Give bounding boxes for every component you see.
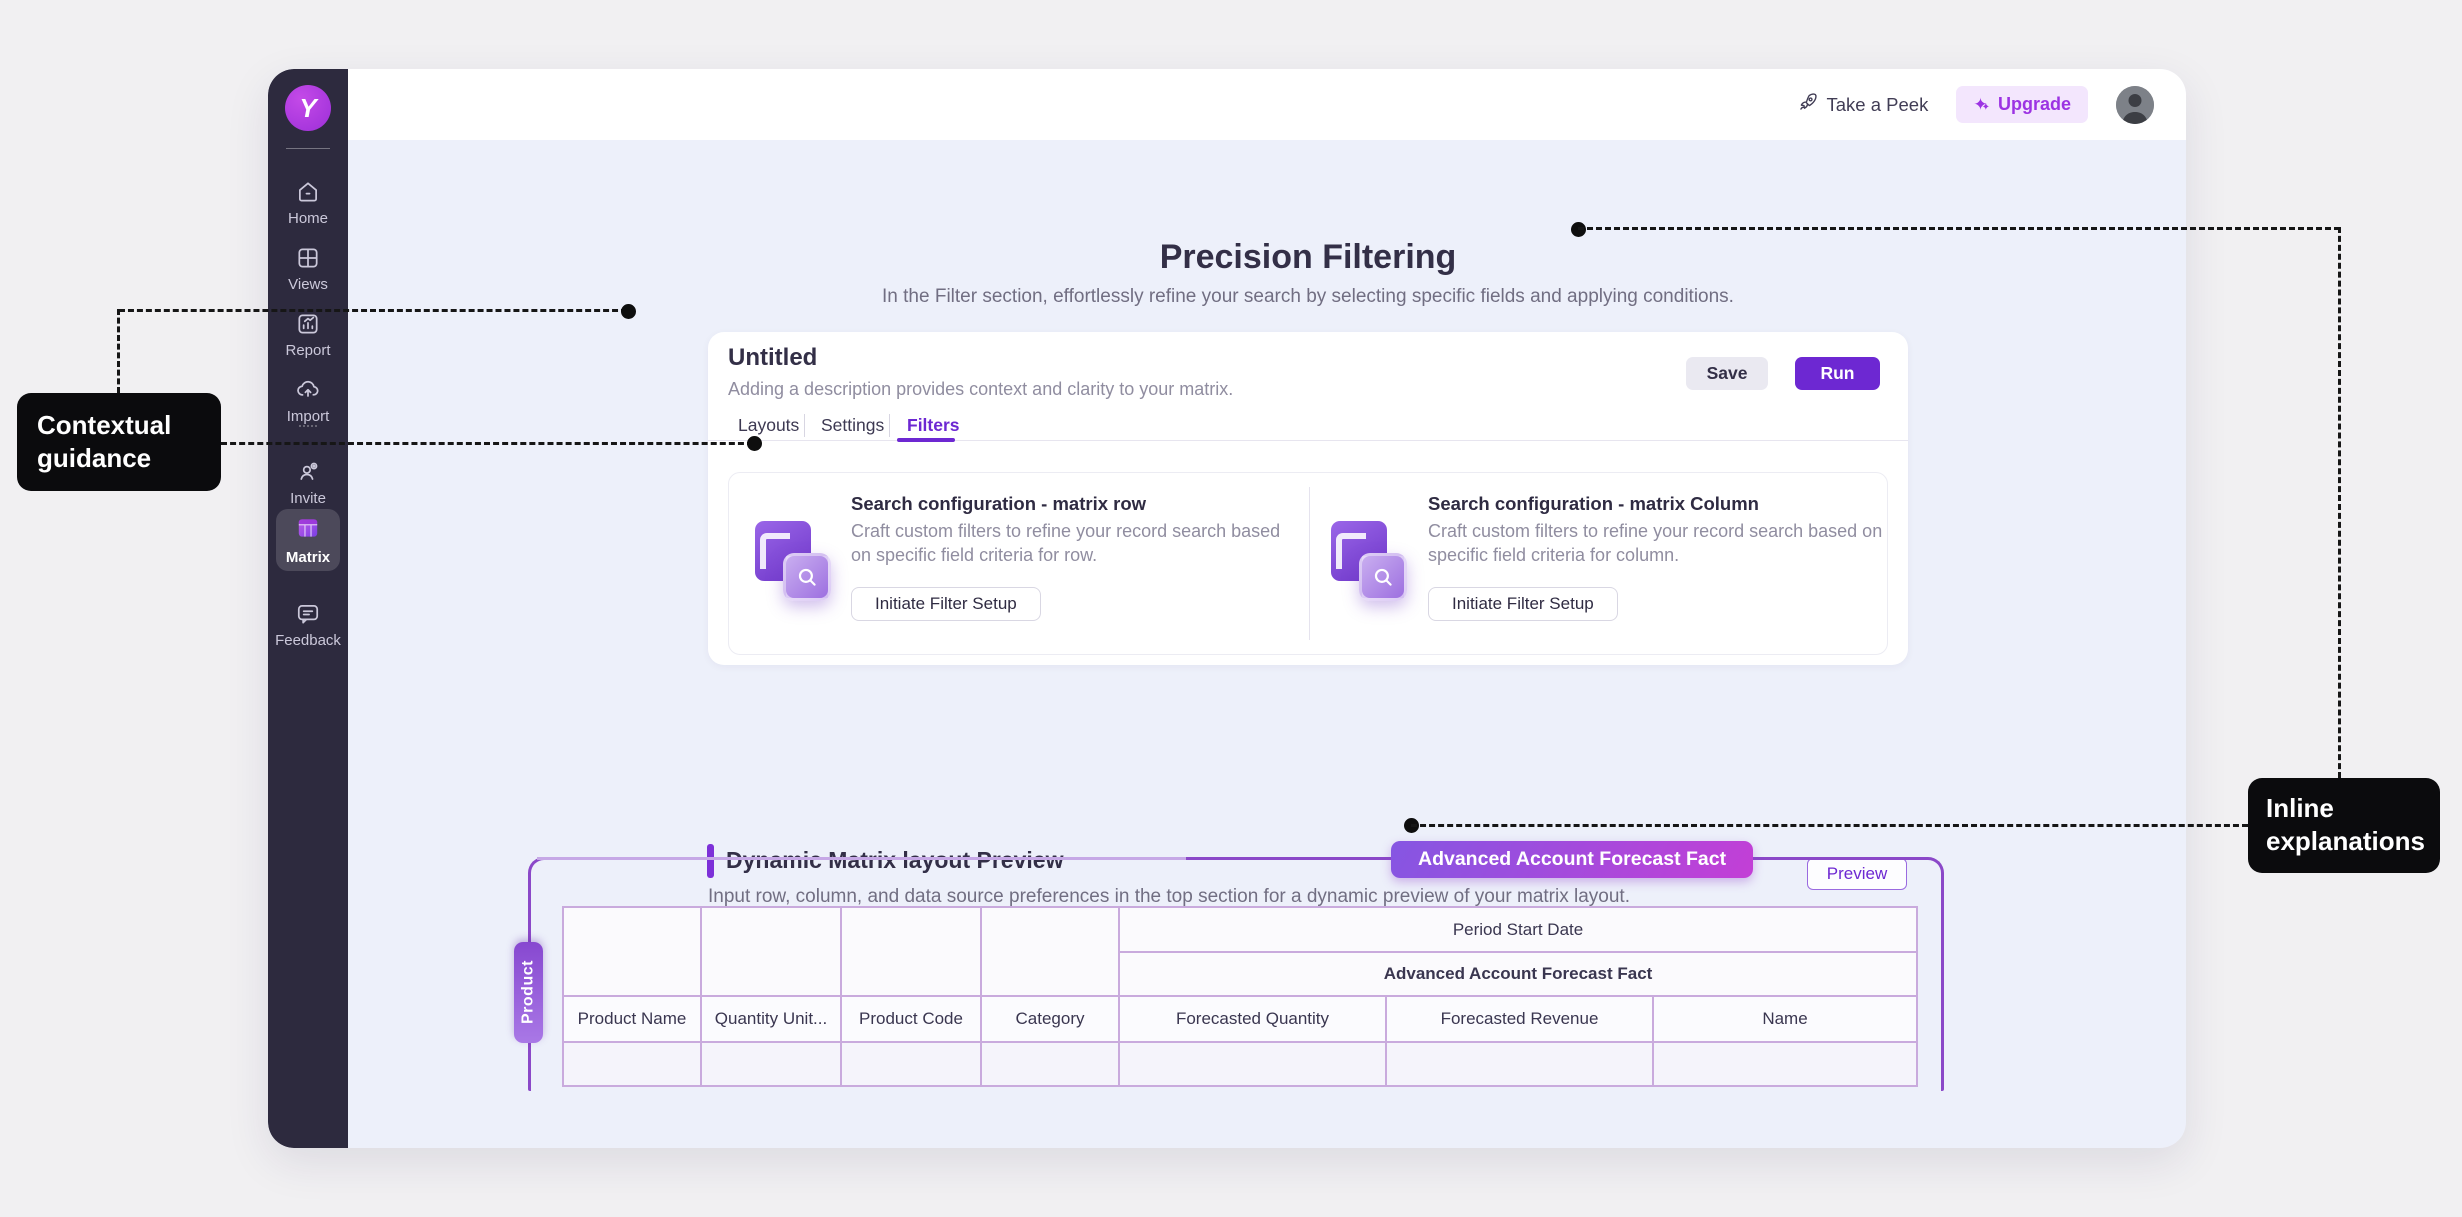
matrix-preview-container: Advanced Account Forecast Fact Product P… (514, 841, 1944, 1091)
card-description: Adding a description provides context an… (728, 379, 1234, 399)
sidebar-item-label: Import (286, 408, 330, 425)
matrix-preview-table: Period Start Date Advanced Account Forec… (562, 906, 1919, 1087)
column-config-description: Craft custom filters to refine your reco… (1428, 521, 1883, 566)
user-avatar[interactable] (2116, 85, 2154, 124)
upgrade-label: Upgrade (1997, 94, 2071, 114)
initiate-filter-setup-row-button[interactable]: Initiate Filter Setup (851, 587, 1041, 621)
active-tab-underline (897, 438, 955, 442)
column-header: Forecasted Quantity (1118, 995, 1387, 1043)
empty-cell (980, 1041, 1120, 1087)
search-config-icon (1327, 519, 1409, 603)
empty-cell (562, 906, 702, 997)
period-header-cell: Period Start Date (1117, 906, 1919, 953)
column-header: Product Name (562, 995, 702, 1043)
app-logo[interactable]: Y (285, 85, 331, 131)
app-window: Take a Peek ✦✦ Upgrade Y (268, 69, 2186, 1148)
empty-cell (700, 906, 842, 997)
sidebar-item-matrix[interactable]: Matrix (276, 509, 340, 571)
matrix-icon (295, 515, 321, 545)
search-config-icon (751, 519, 833, 603)
initiate-filter-setup-column-button[interactable]: Initiate Filter Setup (1428, 587, 1618, 621)
column-header: Name (1651, 995, 1919, 1043)
page-title: Precision Filtering (1159, 238, 1457, 276)
annotation-contextual-guidance: Contextual guidance (17, 393, 221, 491)
column-header: Category (980, 995, 1120, 1043)
connector-line (2338, 227, 2341, 778)
preview-section-title: Dynamic Matrix layout Preview (726, 847, 1064, 873)
row-config-description: Craft custom filters to refine your reco… (851, 521, 1281, 566)
empty-cell (1385, 1041, 1654, 1087)
column-header: Product Code (840, 995, 982, 1043)
app-logo-letter: Y (299, 92, 317, 123)
tab-layouts[interactable]: Layouts (738, 415, 800, 435)
home-icon (295, 179, 321, 205)
sidebar-item-invite[interactable]: Invite (268, 459, 348, 507)
sidebar-item-report[interactable]: Report (268, 311, 348, 359)
save-button[interactable]: Save (1686, 357, 1768, 390)
tabs-border (708, 440, 1908, 441)
sidebar-item-home[interactable]: Home (268, 179, 348, 227)
cloud-upload-icon (295, 377, 321, 403)
upgrade-button[interactable]: ✦✦ Upgrade (1956, 86, 2088, 123)
row-config-title: Search configuration - matrix row (851, 493, 1147, 514)
grid-views-icon (295, 245, 321, 271)
tab-divider (889, 414, 890, 437)
sidebar-item-views[interactable]: Views (268, 245, 348, 293)
matrix-config-card: Untitled Adding a description provides c… (708, 332, 1908, 665)
column-header: Forecasted Revenue (1385, 995, 1654, 1043)
empty-cell (980, 906, 1120, 997)
sidebar-item-label: Feedback (275, 632, 341, 649)
filter-config-panel: Search configuration - matrix row Craft … (728, 472, 1888, 655)
sidebar-divider (286, 148, 330, 149)
sidebar-item-label: Matrix (285, 548, 331, 566)
container-top-accent (537, 857, 1186, 860)
sidebar-item-import[interactable]: Import (268, 377, 348, 425)
report-chart-icon (295, 311, 321, 337)
card-title: Untitled (728, 344, 818, 371)
empty-cell (840, 1041, 982, 1087)
sidebar-item-label: Views (288, 276, 328, 293)
sidebar-item-label: Invite (290, 490, 326, 507)
connector-line (117, 309, 120, 393)
row-axis-pill: Product (514, 942, 543, 1043)
sidebar-section-divider (299, 425, 317, 427)
column-config-title: Search configuration - matrix Column (1428, 493, 1759, 514)
take-a-peek-button[interactable]: Take a Peek (1797, 92, 1929, 118)
empty-cell (700, 1041, 842, 1087)
sidebar-item-feedback[interactable]: Feedback (268, 601, 348, 649)
column-header: Quantity Unit... (700, 995, 842, 1043)
empty-cell (1118, 1041, 1387, 1087)
top-bar: Take a Peek ✦✦ Upgrade (348, 69, 2186, 140)
section-accent-bar (707, 844, 714, 878)
sidebar-item-label: Report (285, 342, 331, 359)
sidebar-item-label: Home (287, 210, 328, 227)
annotation-inline-explanations: Inline explanations (2248, 778, 2440, 873)
tab-filters[interactable]: Filters (907, 415, 960, 435)
run-button[interactable]: Run (1795, 357, 1880, 390)
sidebar: Y Home Views (268, 69, 348, 1148)
panel-divider (1309, 487, 1310, 640)
top-bar-actions: Take a Peek ✦✦ Upgrade (1797, 69, 2154, 140)
rocket-icon (1797, 92, 1818, 118)
fact-badge: Advanced Account Forecast Fact (1391, 841, 1754, 878)
page-subtitle: In the Filter section, effortlessly refi… (882, 286, 1734, 307)
empty-cell (840, 906, 982, 997)
empty-cell (1651, 1041, 1919, 1087)
fact-header-cell: Advanced Account Forecast Fact (1117, 951, 1919, 997)
take-a-peek-label: Take a Peek (1826, 93, 1929, 115)
empty-cell (562, 1041, 702, 1087)
feedback-bubble-icon (295, 601, 321, 627)
tab-settings[interactable]: Settings (821, 415, 885, 435)
tab-divider (804, 414, 805, 437)
sparkles-icon: ✦✦ (1973, 95, 1990, 114)
invite-user-icon (295, 459, 321, 485)
preview-section-subtitle: Input row, column, and data source prefe… (708, 886, 1630, 907)
